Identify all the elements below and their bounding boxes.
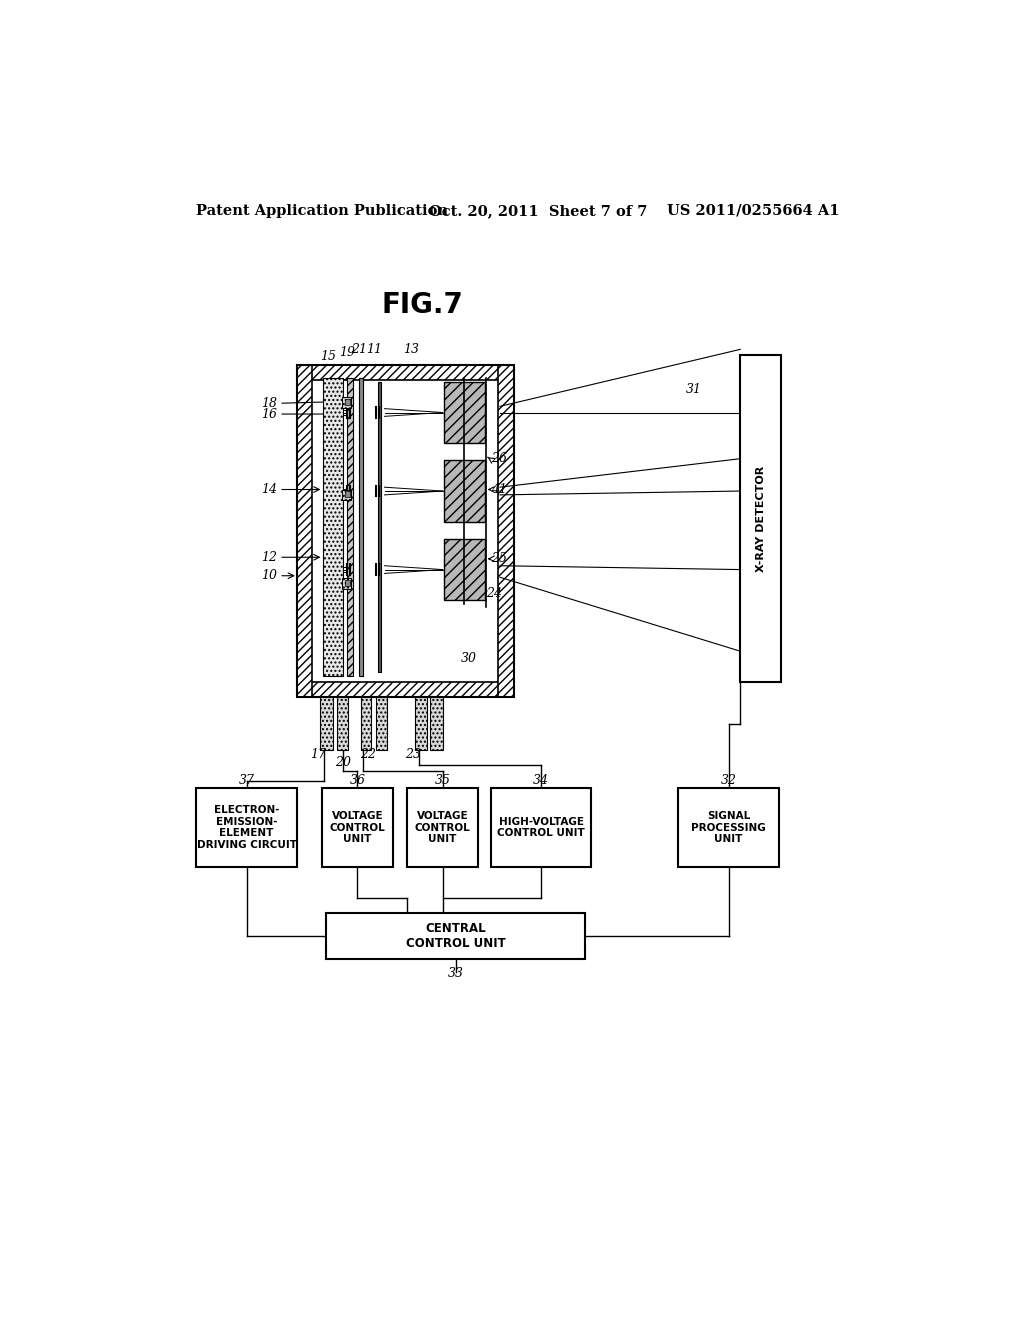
Bar bbox=[490, 788, 592, 867]
Text: 10: 10 bbox=[261, 569, 278, 582]
Bar bbox=[342, 397, 351, 408]
Text: 41: 41 bbox=[490, 483, 507, 496]
Text: 17: 17 bbox=[310, 748, 326, 760]
Text: VOLTAGE
CONTROL
UNIT: VOLTAGE CONTROL UNIT bbox=[415, 810, 470, 843]
Bar bbox=[430, 697, 442, 750]
Bar bbox=[342, 490, 351, 500]
Text: FIG.7: FIG.7 bbox=[382, 290, 464, 318]
Text: SIGNAL
PROCESSING
UNIT: SIGNAL PROCESSING UNIT bbox=[691, 810, 766, 843]
Text: 18: 18 bbox=[261, 397, 278, 409]
Bar bbox=[297, 682, 514, 697]
Bar bbox=[345, 491, 349, 498]
Text: 36: 36 bbox=[349, 774, 366, 787]
Bar bbox=[359, 378, 362, 676]
Bar bbox=[444, 461, 484, 521]
Text: Patent Application Publication: Patent Application Publication bbox=[197, 203, 449, 218]
Text: 20: 20 bbox=[335, 756, 351, 770]
Bar bbox=[321, 697, 333, 750]
Text: 21: 21 bbox=[351, 343, 367, 356]
Bar bbox=[360, 697, 372, 750]
Bar bbox=[297, 364, 514, 380]
Text: Oct. 20, 2011  Sheet 7 of 7: Oct. 20, 2011 Sheet 7 of 7 bbox=[429, 203, 647, 218]
Text: 33: 33 bbox=[447, 966, 464, 979]
Bar bbox=[337, 697, 348, 750]
Text: 30: 30 bbox=[461, 652, 477, 665]
Text: 35: 35 bbox=[434, 774, 451, 787]
Bar bbox=[297, 364, 312, 697]
Text: 31: 31 bbox=[686, 383, 702, 396]
Bar bbox=[197, 788, 297, 867]
Bar bbox=[376, 697, 387, 750]
Text: 24: 24 bbox=[486, 587, 502, 601]
Text: HIGH-VOLTAGE
CONTROL UNIT: HIGH-VOLTAGE CONTROL UNIT bbox=[498, 817, 585, 838]
Bar bbox=[444, 381, 484, 444]
Bar bbox=[312, 380, 499, 682]
Bar bbox=[327, 913, 586, 960]
Text: 34: 34 bbox=[534, 774, 549, 787]
Bar bbox=[346, 378, 352, 676]
Bar bbox=[407, 788, 478, 867]
Bar bbox=[342, 578, 351, 589]
Text: 14: 14 bbox=[261, 483, 278, 496]
Bar bbox=[324, 378, 343, 676]
Text: 26: 26 bbox=[490, 453, 507, 465]
Text: VOLTAGE
CONTROL
UNIT: VOLTAGE CONTROL UNIT bbox=[330, 810, 385, 843]
Bar bbox=[345, 579, 349, 586]
Bar bbox=[297, 364, 514, 697]
Text: US 2011/0255664 A1: US 2011/0255664 A1 bbox=[667, 203, 839, 218]
Text: 15: 15 bbox=[319, 350, 336, 363]
Text: 19: 19 bbox=[339, 346, 355, 359]
Text: 37: 37 bbox=[239, 774, 255, 787]
Text: ELECTRON-
EMISSION-
ELEMENT
DRIVING CIRCUIT: ELECTRON- EMISSION- ELEMENT DRIVING CIRC… bbox=[197, 805, 297, 850]
Text: 11: 11 bbox=[367, 343, 382, 356]
Bar bbox=[499, 364, 514, 697]
Text: 13: 13 bbox=[402, 343, 419, 356]
Bar bbox=[740, 355, 781, 682]
Text: CENTRAL
CONTROL UNIT: CENTRAL CONTROL UNIT bbox=[406, 923, 506, 950]
Bar bbox=[378, 381, 381, 672]
Text: 23: 23 bbox=[406, 748, 422, 760]
Bar bbox=[444, 539, 484, 601]
Text: X-RAY DETECTOR: X-RAY DETECTOR bbox=[756, 465, 766, 572]
Bar bbox=[322, 788, 393, 867]
Text: 32: 32 bbox=[721, 774, 736, 787]
Bar bbox=[345, 399, 349, 405]
Bar bbox=[678, 788, 779, 867]
Text: 22: 22 bbox=[360, 748, 377, 760]
Text: 12: 12 bbox=[261, 550, 278, 564]
Text: 25: 25 bbox=[490, 552, 507, 565]
Text: 16: 16 bbox=[261, 408, 278, 421]
Bar bbox=[415, 697, 427, 750]
